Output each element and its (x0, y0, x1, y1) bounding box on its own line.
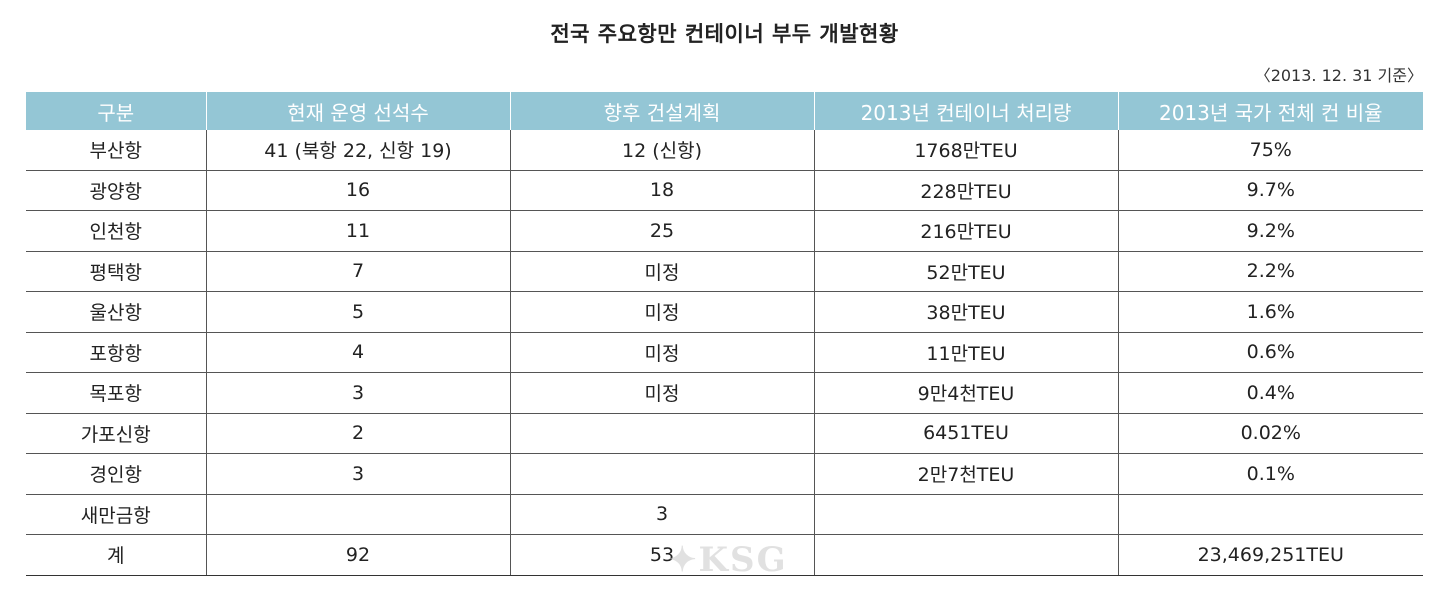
cell-category: 가포신항 (26, 413, 206, 454)
cell-construction-plan: 3 (509, 494, 814, 535)
cell-container-throughput: 11만TEU (813, 332, 1118, 373)
cell-national-share: 9.7% (1117, 170, 1423, 211)
cell-current-berths: 92 (205, 534, 510, 576)
table-row: 평택항 7 미정 52만TEU 2.2% (26, 251, 1423, 292)
cell-national-share: 75% (1117, 130, 1423, 171)
date-note: 〈2013. 12. 31 기준〉 (1254, 66, 1423, 85)
table-row: 계 92 53 23,469,251TEU (26, 534, 1423, 576)
cell-container-throughput: 6451TEU (813, 413, 1118, 454)
cell-category: 새만금항 (26, 494, 206, 535)
cell-national-share: 0.4% (1117, 372, 1423, 414)
table-row: 광양항 16 18 228만TEU 9.7% (26, 170, 1423, 211)
table-row: 울산항 5 미정 38만TEU 1.6% (26, 291, 1423, 333)
header-national-share: 2013년 국가 전체 컨 비율 (1117, 92, 1423, 130)
cell-construction-plan: 12 (신항) (509, 130, 814, 171)
header-construction-plan: 향후 건설계획 (509, 92, 814, 130)
cell-current-berths: 41 (북항 22, 신항 19) (205, 130, 510, 171)
cell-construction-plan: 53 (509, 534, 814, 576)
cell-construction-plan: 미정 (509, 332, 814, 373)
cell-category: 포항항 (26, 332, 206, 373)
cell-container-throughput (813, 494, 1118, 535)
cell-construction-plan: 미정 (509, 251, 814, 292)
cell-national-share: 0.1% (1117, 453, 1423, 495)
header-category: 구분 (26, 92, 206, 130)
cell-category: 부산항 (26, 130, 206, 171)
cell-container-throughput: 52만TEU (813, 251, 1118, 292)
cell-national-share: 9.2% (1117, 210, 1423, 252)
cell-national-share: 0.02% (1117, 413, 1423, 454)
cell-current-berths: 11 (205, 210, 510, 252)
cell-current-berths: 7 (205, 251, 510, 292)
header-current-berths: 현재 운영 선석수 (205, 92, 510, 130)
cell-container-throughput: 38만TEU (813, 291, 1118, 333)
table-row: 새만금항 3 (26, 494, 1423, 535)
cell-container-throughput: 216만TEU (813, 210, 1118, 252)
cell-container-throughput: 2만7천TEU (813, 453, 1118, 495)
cell-construction-plan: 미정 (509, 372, 814, 414)
cell-current-berths (205, 494, 510, 535)
cell-construction-plan: 18 (509, 170, 814, 211)
cell-current-berths: 2 (205, 413, 510, 454)
cell-category: 인천항 (26, 210, 206, 252)
table-row: 부산항 41 (북항 22, 신항 19) 12 (신항) 1768만TEU 75% (26, 130, 1423, 171)
cell-category: 울산항 (26, 291, 206, 333)
page-title: 전국 주요항만 컨테이너 부두 개발현황 (550, 22, 899, 46)
cell-national-share: 2.2% (1117, 251, 1423, 292)
cell-current-berths: 3 (205, 372, 510, 414)
cell-container-throughput (813, 534, 1118, 576)
cell-construction-plan (509, 413, 814, 454)
cell-category: 평택항 (26, 251, 206, 292)
cell-national-share: 1.6% (1117, 291, 1423, 333)
header-container-throughput: 2013년 컨테이너 처리량 (813, 92, 1118, 130)
cell-national-share: 0.6% (1117, 332, 1423, 373)
watermark-logo: ✦KSG (668, 540, 788, 580)
table-row: 가포신항 2 6451TEU 0.02% (26, 413, 1423, 454)
cell-category: 목포항 (26, 372, 206, 414)
table-row: 인천항 11 25 216만TEU 9.2% (26, 210, 1423, 252)
cell-container-throughput: 9만4천TEU (813, 372, 1118, 414)
table-row: 목포항 3 미정 9만4천TEU 0.4% (26, 372, 1423, 414)
cell-national-share (1117, 494, 1423, 535)
cell-category: 계 (26, 534, 206, 576)
port-development-table: 구분 현재 운영 선석수 향후 건설계획 2013년 컨테이너 처리량 2013… (26, 92, 1423, 576)
cell-national-share: 23,469,251TEU (1117, 534, 1423, 576)
cell-container-throughput: 1768만TEU (813, 130, 1118, 171)
table-header-row: 구분 현재 운영 선석수 향후 건설계획 2013년 컨테이너 처리량 2013… (26, 92, 1423, 130)
cell-construction-plan (509, 453, 814, 495)
cell-construction-plan: 미정 (509, 291, 814, 333)
cell-current-berths: 3 (205, 453, 510, 495)
cell-container-throughput: 228만TEU (813, 170, 1118, 211)
cell-category: 경인항 (26, 453, 206, 495)
table-row: 포항항 4 미정 11만TEU 0.6% (26, 332, 1423, 373)
cell-current-berths: 5 (205, 291, 510, 333)
cell-category: 광양항 (26, 170, 206, 211)
cell-current-berths: 16 (205, 170, 510, 211)
table-row: 경인항 3 2만7천TEU 0.1% (26, 453, 1423, 495)
cell-current-berths: 4 (205, 332, 510, 373)
cell-construction-plan: 25 (509, 210, 814, 252)
